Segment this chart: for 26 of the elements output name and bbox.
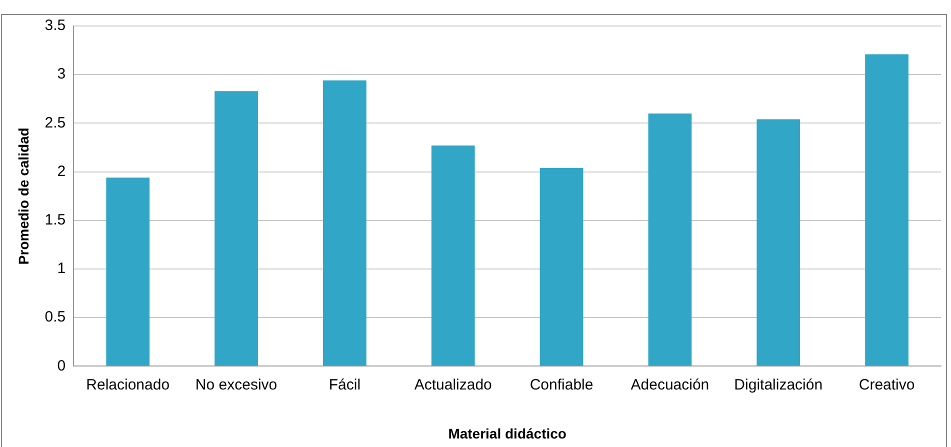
x-tick-label: Relacionado [86,376,170,394]
bar [431,146,475,366]
bar [323,80,366,366]
bar [865,54,908,366]
bar [214,91,258,366]
x-tick-label: Adecuación [630,376,710,394]
y-tick-label: 2 [57,162,66,180]
y-axis-title: Promedio de calidad [15,128,32,265]
x-tick-label: Fácil [328,376,361,394]
x-tick-label: Actualizado [414,376,492,394]
x-tick-label: Digitalización [734,376,823,394]
bar [756,119,800,366]
x-tick-label: Creativo [858,376,915,394]
y-tick-label: 1.5 [44,212,66,229]
y-tick-label: 2.5 [44,114,66,132]
bar [540,168,584,366]
y-tick-label: 1 [57,260,66,278]
bar [106,178,150,366]
y-tick-label: 0 [57,357,66,374]
y-tick-label: 3.5 [44,17,66,34]
x-tick-label: No excesivo [195,376,278,394]
y-tick-label: 0.5 [44,308,66,326]
bar [648,113,692,366]
x-tick-label: Confiable [530,376,594,394]
y-tick-label: 3 [57,66,66,83]
x-axis-title: Material didáctico [448,425,566,442]
